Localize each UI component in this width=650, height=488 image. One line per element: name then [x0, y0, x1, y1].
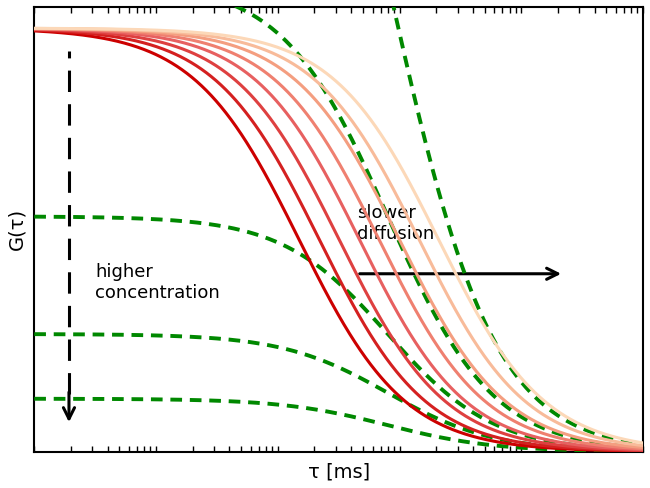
X-axis label: τ [ms]: τ [ms] — [307, 462, 370, 481]
Y-axis label: G(τ): G(τ) — [7, 208, 26, 250]
Text: slower
diffusion: slower diffusion — [357, 204, 434, 243]
Text: higher
concentration: higher concentration — [95, 263, 220, 302]
